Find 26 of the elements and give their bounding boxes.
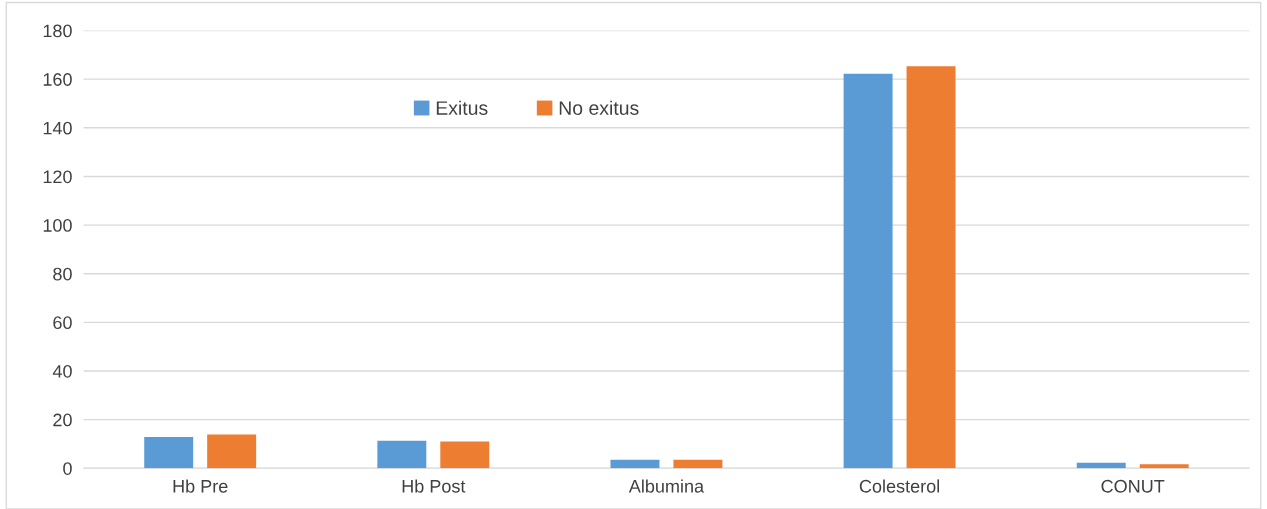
y-tick-label: 0 <box>63 462 72 475</box>
y-tick-label: 120 <box>43 170 72 184</box>
y-tick-label: 140 <box>43 121 72 135</box>
bar <box>1139 464 1189 469</box>
y-tick-label: 60 <box>53 316 72 330</box>
bar <box>673 459 723 469</box>
y-tick-label: 180 <box>43 24 72 38</box>
bar <box>377 440 427 469</box>
bar <box>440 441 490 469</box>
bar <box>207 434 257 469</box>
y-tick-label: 80 <box>53 267 72 281</box>
y-tick-label: 160 <box>43 73 72 86</box>
y-tick-label: 100 <box>43 219 72 232</box>
x-tick-label: Hb Post <box>402 479 466 493</box>
bar <box>610 459 660 469</box>
legend-label: No exitus <box>559 100 639 115</box>
bar <box>144 436 194 469</box>
x-tick-label: Colesterol <box>859 479 940 493</box>
bar <box>906 66 956 469</box>
y-tick-label: 20 <box>53 413 72 427</box>
legend-label: Exitus <box>436 100 488 115</box>
x-tick-label: Albumina <box>628 479 705 493</box>
x-tick-label: CONUT <box>1101 479 1165 493</box>
x-tick-label: Hb Pre <box>173 479 228 493</box>
bar <box>843 73 893 469</box>
y-tick-label: 40 <box>52 364 72 378</box>
